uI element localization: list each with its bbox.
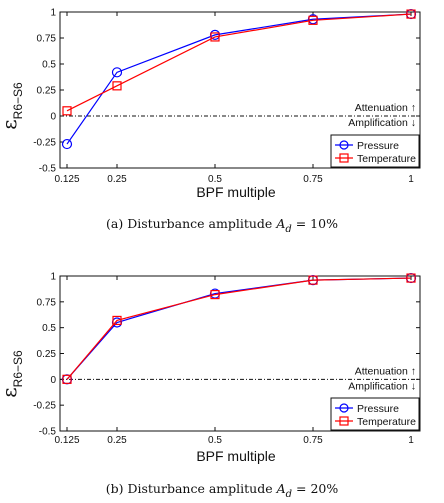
y-tick-label: 0.75 — [37, 34, 57, 45]
y-tick-label: 0.5 — [42, 60, 56, 71]
figure-caption: (a) Disturbance amplitude Ad = 10% — [106, 216, 338, 235]
legend-marker-square — [339, 153, 349, 163]
legend-marker-square — [339, 416, 349, 426]
legend-marker-circle — [339, 403, 349, 413]
amplification-label: Amplification ↓ — [348, 117, 416, 129]
y-axis-label-symbol: ε — [0, 387, 21, 397]
legend-label-pressure: Pressure — [357, 403, 399, 415]
data-point-temperature — [308, 15, 318, 25]
caption-suffix: = 20% — [292, 481, 338, 496]
x-tick-label: 0.75 — [303, 435, 323, 446]
data-point-temperature — [406, 273, 416, 283]
x-tick-label: 0.125 — [54, 435, 79, 446]
y-axis-label-symbol: ε — [0, 119, 21, 129]
x-axis-label: BPF multiple — [196, 184, 276, 200]
data-point-temperature — [406, 9, 416, 19]
x-tick-label: 0.125 — [54, 174, 79, 185]
caption-variable: A — [275, 216, 285, 231]
series-line-temperature — [66, 13, 412, 112]
data-point-temperature — [112, 315, 122, 326]
y-tick-label: 0 — [50, 375, 56, 386]
caption-prefix: (a) Disturbance amplitude — [106, 216, 276, 231]
y-axis-label: εR6−S6 — [0, 350, 25, 398]
y-tick-label: 0 — [50, 112, 56, 123]
y-tick-label: -0.25 — [33, 138, 56, 149]
legend-label-temperature: Temperature — [357, 153, 416, 165]
data-point-temperature — [62, 106, 72, 116]
y-axis-label: εR6−S6 — [0, 82, 25, 130]
chart-panel-b: -0.5 -0.25 0 0.25 0.5 0.75 1 0.125 0.25 0.5 0.75 1 A… — [0, 272, 421, 500]
chart-panel-a: -0.5 -0.25 0 0.25 0.5 0.75 1 0.125 0.25 0.5 0.75 1 A… — [0, 8, 421, 235]
amplification-label: Amplification ↓ — [348, 380, 416, 392]
y-tick-label: 0.25 — [37, 349, 57, 360]
x-axis-label: BPF multiple — [196, 448, 276, 464]
y-axis-label-subscript: R6−S6 — [11, 82, 25, 119]
x-tick-label: 0.25 — [107, 435, 127, 446]
data-point-temperature — [210, 290, 220, 300]
attenuation-label: Attenuation ↑ — [355, 102, 416, 114]
data-point-temperature — [112, 81, 122, 91]
x-tick-label: 0.5 — [208, 174, 222, 185]
figure-caption: (b) Disturbance amplitude Ad = 20% — [106, 481, 339, 500]
data-point-temperature — [308, 275, 318, 285]
y-tick-label: -0.5 — [39, 164, 57, 175]
legend-label-temperature: Temperature — [357, 416, 416, 428]
x-tick-label: 1 — [408, 435, 414, 446]
legend-marker-circle — [339, 140, 349, 150]
caption-suffix: = 10% — [292, 216, 338, 231]
caption-prefix: (b) Disturbance amplitude — [106, 481, 277, 496]
series-line-pressure — [66, 13, 412, 145]
x-tick-label: 0.75 — [303, 174, 323, 185]
y-tick-label: -0.5 — [39, 427, 57, 438]
x-tick-label: 0.5 — [208, 435, 222, 446]
data-point-temperature — [210, 32, 220, 42]
y-axis-label-subscript: R6−S6 — [11, 350, 25, 387]
y-tick-label: 0.25 — [37, 86, 57, 97]
y-tick-label: 0.75 — [37, 297, 57, 308]
series-line-pressure — [66, 277, 412, 380]
series-line-temperature — [66, 277, 412, 380]
y-tick-label: 1 — [50, 272, 56, 283]
attenuation-label: Attenuation ↑ — [355, 365, 416, 377]
y-tick-label: 0.5 — [42, 323, 56, 334]
x-tick-label: 0.25 — [107, 174, 127, 185]
data-point-pressure — [61, 138, 73, 150]
data-point-pressure — [111, 67, 123, 78]
y-tick-label: -0.25 — [33, 401, 56, 412]
caption-subscript: d — [286, 489, 292, 500]
caption-subscript: d — [285, 224, 291, 235]
data-point-temperature — [62, 374, 72, 384]
legend-label-pressure: Pressure — [357, 140, 399, 152]
y-tick-label: 1 — [50, 8, 56, 19]
x-tick-label: 1 — [408, 174, 414, 185]
caption-variable: A — [276, 481, 286, 496]
